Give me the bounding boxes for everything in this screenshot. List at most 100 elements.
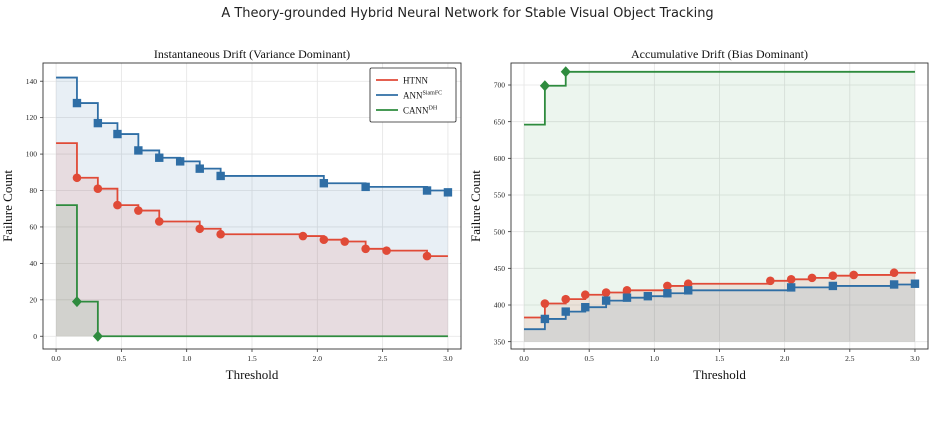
marker-htnn	[683, 279, 693, 289]
marker-htnn	[298, 231, 308, 241]
legend-entry-cann: CANNDH	[403, 105, 438, 115]
marker-htnn	[601, 288, 611, 297]
x-tick-label: 1.5	[715, 354, 725, 363]
x-tick-label: 2.0	[313, 354, 323, 363]
chart-1: 0.0 0.5 1.0 1.5 2.0 2.5 3.0 350 400 450 500 550 600 6…	[468, 47, 929, 382]
legend-entry-htnn: HTNN	[403, 75, 428, 85]
y-tick-label: 100	[26, 150, 38, 159]
marker-cann	[539, 80, 550, 92]
marker-htnn	[561, 294, 571, 304]
y-tick-label: 350	[494, 337, 506, 346]
marker-htnn	[663, 281, 672, 291]
y-tick-label: 80	[30, 186, 38, 195]
marker-cann	[560, 66, 571, 78]
y-tick-label: 650	[494, 117, 506, 126]
marker-ann	[540, 314, 550, 324]
marker-ann	[663, 289, 672, 298]
marker-ann	[786, 283, 796, 292]
marker-ann	[828, 281, 838, 291]
y-tick-label: 700	[494, 81, 506, 90]
x-tick-label: 2.5	[845, 354, 855, 363]
marker-htnn	[849, 270, 859, 280]
y-axis-label: Failure Count	[0, 170, 15, 242]
x-axis-label: Threshold	[226, 367, 279, 382]
x-tick-label: 1.0	[182, 354, 192, 363]
x-tick-label: 0.5	[585, 354, 595, 363]
marker-ann	[216, 171, 225, 181]
x-tick-label: 3.0	[910, 354, 920, 363]
x-tick-label: 2.0	[780, 354, 790, 363]
marker-ann	[155, 153, 164, 162]
marker-htnn	[889, 268, 899, 278]
series-fill-cann	[56, 205, 448, 337]
y-tick-label: 60	[30, 223, 38, 232]
y-tick-label: 20	[30, 295, 38, 304]
marker-htnn	[807, 273, 817, 283]
series-fill-cann	[524, 71, 915, 342]
chart-0: 0.0 0.5 1.0 1.5 2.0 2.5 3.0 0 20 40 60 80 100 120 140 I…	[0, 47, 462, 382]
marker-htnn	[622, 286, 632, 295]
x-tick-label: 3.0	[443, 354, 453, 363]
y-tick-label: 600	[494, 154, 506, 163]
marker-ann	[319, 179, 329, 188]
series-fill-ann	[524, 283, 915, 342]
marker-htnn	[828, 271, 838, 280]
marker-cann	[71, 296, 82, 308]
marker-ann	[684, 286, 693, 295]
chart-title: Instantaneous Drift (Variance Dominant)	[154, 47, 350, 61]
marker-htnn	[195, 224, 205, 234]
marker-ann	[195, 164, 204, 173]
x-tick-label: 1.5	[247, 354, 257, 363]
marker-cann	[92, 330, 103, 342]
marker-htnn	[216, 229, 225, 239]
chart-title: Accumulative Drift (Bias Dominant)	[631, 47, 808, 61]
marker-htnn	[361, 244, 370, 254]
legend-entry-ann: ANNSiamFC	[403, 90, 442, 100]
series-line-cann	[524, 70, 915, 126]
marker-htnn	[766, 276, 775, 286]
x-tick-label: 0.0	[51, 354, 61, 363]
marker-ann	[889, 280, 899, 289]
marker-ann	[134, 146, 143, 155]
x-tick-label: 0.5	[117, 354, 127, 363]
figure-title: A Theory-grounded Hybrid Neural Network …	[221, 6, 714, 21]
series-fill-htnn	[56, 143, 448, 337]
marker-ann	[601, 296, 611, 305]
marker-htnn	[340, 237, 350, 246]
marker-ann	[622, 293, 632, 302]
y-tick-label: 40	[30, 259, 38, 268]
marker-htnn	[113, 200, 122, 210]
marker-ann	[561, 307, 570, 316]
marker-htnn	[134, 206, 143, 215]
legend-box	[369, 67, 457, 123]
marker-htnn	[93, 184, 103, 193]
marker-ann	[175, 157, 185, 166]
marker-htnn	[382, 246, 391, 255]
marker-ann	[910, 279, 920, 288]
marker-ann	[581, 303, 590, 312]
marker-ann	[443, 188, 453, 197]
y-tick-label: 140	[26, 77, 38, 86]
y-tick-label: 550	[494, 191, 506, 200]
y-tick-label: 500	[494, 227, 506, 236]
marker-htnn	[422, 251, 432, 261]
marker-htnn	[540, 299, 550, 308]
marker-ann	[361, 182, 370, 192]
x-tick-label: 2.5	[378, 354, 388, 363]
marker-htnn	[319, 235, 329, 245]
marker-ann	[113, 129, 122, 139]
marker-htnn	[154, 217, 164, 226]
x-tick-label: 1.0	[650, 354, 660, 363]
marker-htnn	[580, 290, 590, 300]
x-tick-label: 0.0	[519, 354, 529, 363]
y-tick-label: 0	[33, 332, 37, 341]
marker-ann	[93, 118, 103, 128]
series-fill-htnn	[524, 272, 915, 342]
x-axis-label: Threshold	[693, 367, 746, 382]
y-tick-label: 120	[26, 113, 38, 122]
series-fill-ann	[56, 77, 448, 337]
series-line-cann	[56, 204, 448, 338]
marker-ann	[643, 292, 653, 301]
y-tick-label: 400	[494, 301, 506, 310]
